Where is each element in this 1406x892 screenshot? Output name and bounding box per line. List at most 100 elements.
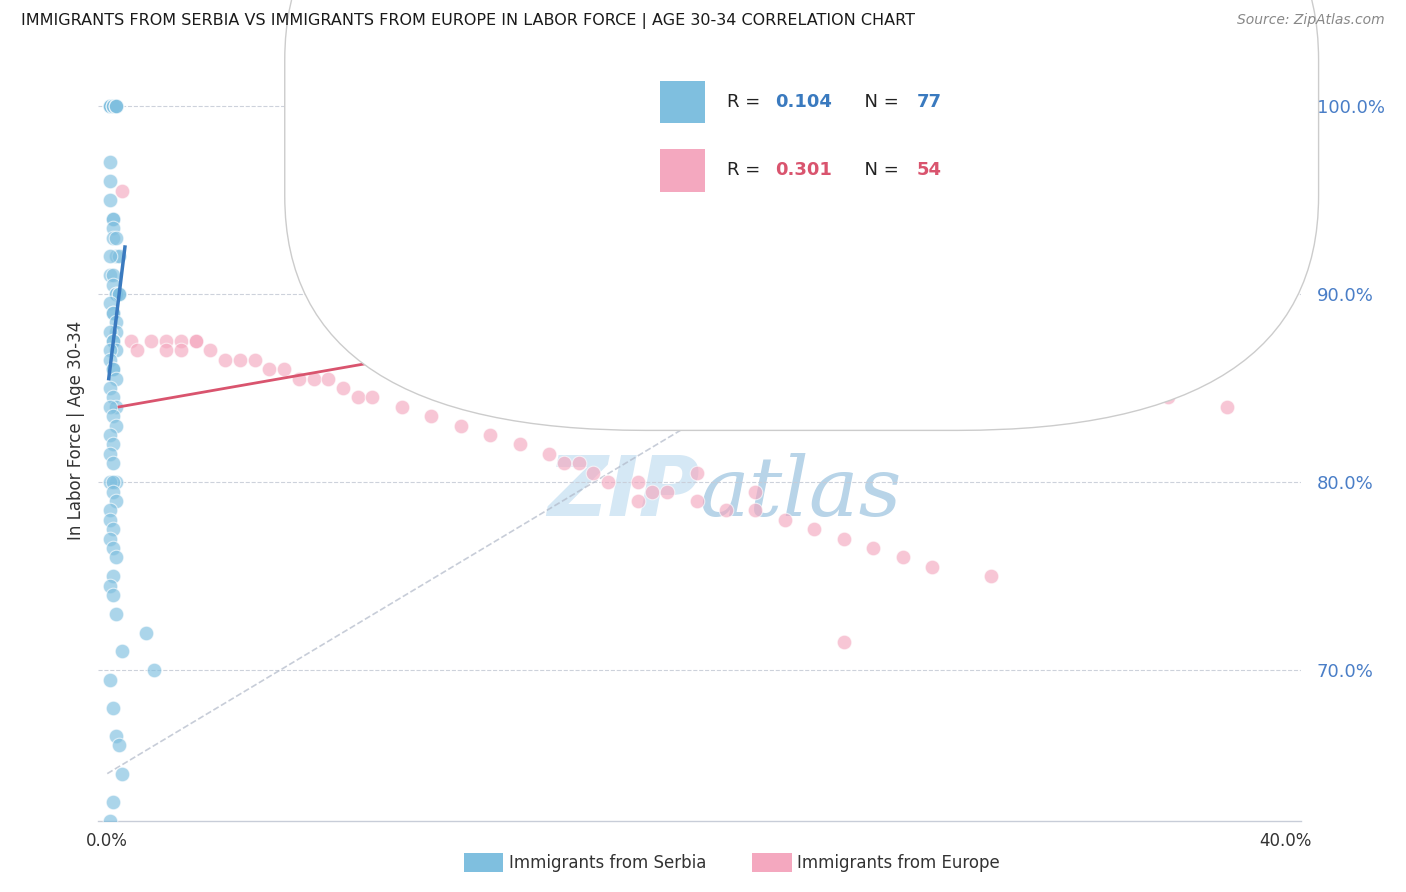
Point [744,503,766,517]
Point [105,99,128,113]
Point [105,400,128,414]
Point [862,541,884,555]
Point [98,249,121,263]
Point [98,503,121,517]
Point [98,428,121,442]
Point [101,99,124,113]
Point [101,409,124,424]
Point [641,484,664,499]
Point [101,700,124,714]
Point [98,99,121,113]
Point [98,447,121,461]
Point [302,372,325,386]
Point [98,99,121,113]
Point [98,268,121,283]
Point [184,334,207,348]
Point [125,343,148,358]
Text: IMMIGRANTS FROM SERBIA VS IMMIGRANTS FROM EUROPE IN LABOR FORCE | AGE 30-34 CORR: IMMIGRANTS FROM SERBIA VS IMMIGRANTS FRO… [21,13,915,29]
Point [598,475,620,489]
Point [200,343,222,358]
Point [714,503,737,517]
Point [135,625,157,640]
Point [101,362,124,376]
Point [101,484,124,499]
Point [391,400,413,414]
Point [101,334,124,348]
Point [155,343,177,358]
Point [98,155,121,169]
Point [316,372,339,386]
Point [98,381,121,395]
Point [101,475,124,489]
Point [101,230,124,244]
Point [105,99,128,113]
Text: 54: 54 [917,161,942,179]
Point [105,287,128,301]
Point [108,287,131,301]
Point [108,287,131,301]
Point [101,541,124,555]
Point [170,343,193,358]
Point [98,325,121,339]
Text: 77: 77 [917,93,942,111]
Point [332,381,354,395]
Point [184,334,207,348]
Text: 0.104: 0.104 [775,93,832,111]
Point [98,296,121,310]
Point [626,494,648,508]
Point [105,729,128,743]
Point [111,766,134,780]
Point [105,343,128,358]
Point [479,428,502,442]
Point [105,607,128,621]
Point [101,211,124,226]
Point [101,221,124,235]
Point [98,673,121,687]
Point [105,550,128,565]
Point [243,352,266,367]
Point [101,569,124,583]
Point [141,334,163,348]
Point [108,249,131,263]
Point [685,466,707,480]
Point [111,184,134,198]
Point [98,475,121,489]
Point [101,391,124,405]
Point [101,588,124,602]
Point [101,306,124,320]
Point [273,362,295,376]
Point [626,475,648,489]
Point [101,306,124,320]
Text: ZIP: ZIP [547,452,699,533]
Point [98,193,121,207]
Point [101,437,124,451]
Point [287,372,309,386]
Point [143,663,166,677]
Text: R =: R = [727,161,766,179]
Point [98,352,121,367]
Point [832,635,855,649]
Text: Immigrants from Europe: Immigrants from Europe [797,854,1000,871]
Point [538,447,561,461]
Point [101,334,124,348]
Point [105,99,128,113]
Point [346,391,368,405]
Point [105,325,128,339]
Point [361,391,384,405]
Point [803,522,825,536]
Point [105,494,128,508]
Point [98,99,121,113]
Point [105,287,128,301]
Text: atlas: atlas [699,453,901,533]
Point [111,644,134,658]
Point [98,99,121,113]
Text: N =: N = [853,93,905,111]
Point [101,456,124,470]
Point [1039,362,1062,376]
Point [98,532,121,546]
Point [101,277,124,292]
Point [101,268,124,283]
Point [450,418,472,433]
Point [101,99,124,113]
Point [214,352,236,367]
